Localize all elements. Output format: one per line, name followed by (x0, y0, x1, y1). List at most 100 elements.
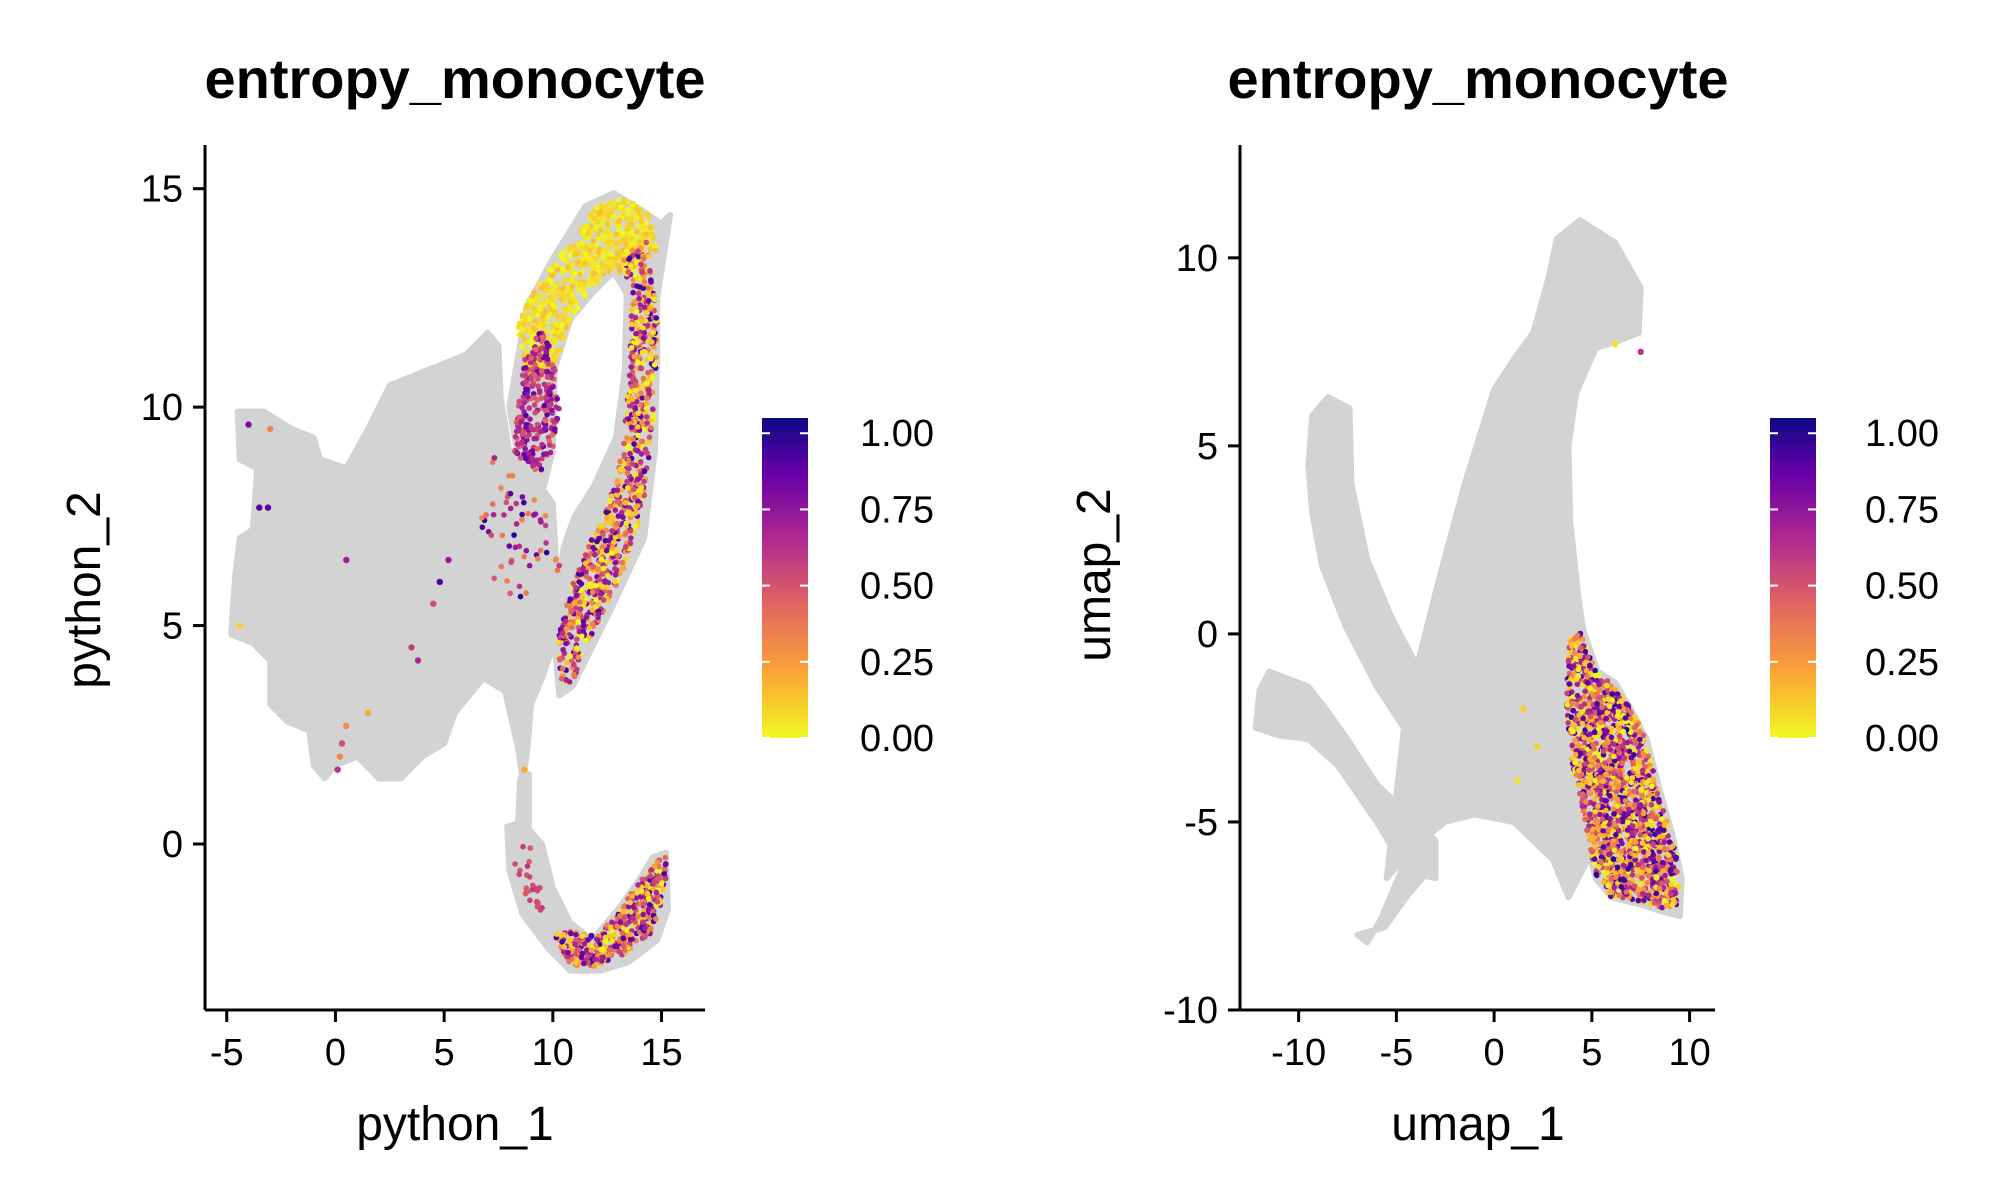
cell-point (628, 344, 635, 351)
cell-point (527, 845, 534, 851)
cell-point (1619, 840, 1625, 847)
cell-point (612, 943, 618, 950)
cell-point (1607, 746, 1613, 753)
cell-point (637, 284, 643, 290)
cell-point (558, 675, 565, 682)
cell-point (489, 501, 496, 507)
cell-point (1620, 728, 1626, 735)
cell-point (507, 490, 514, 497)
cell-point (1601, 778, 1607, 784)
cell-point (554, 396, 560, 402)
background-cells-neck (515, 771, 532, 830)
cell-point (1661, 897, 1668, 904)
cell-point (632, 523, 639, 529)
cell-point (613, 547, 620, 554)
cell-point (575, 242, 582, 248)
cell-point (525, 510, 531, 517)
cell-point (641, 304, 647, 311)
cell-point (629, 247, 636, 253)
cell-point (592, 583, 599, 589)
cell-point (564, 953, 570, 960)
cell-point (588, 212, 594, 218)
cell-point (1599, 816, 1606, 822)
cell-point (1613, 874, 1619, 881)
colorbar-tick-label: 0.00 (1865, 718, 1939, 760)
cell-point (589, 589, 596, 595)
cell-point (582, 560, 589, 566)
cell-point (617, 919, 624, 926)
cell-point (1574, 681, 1581, 688)
cell-point (615, 513, 622, 519)
cell-point (1599, 804, 1606, 810)
cell-point (1655, 829, 1661, 835)
cell-point (595, 231, 601, 238)
cell-point (566, 958, 572, 965)
cell-point (1631, 732, 1638, 738)
cell-point (627, 450, 633, 457)
cell-point (1622, 798, 1629, 804)
cell-point (531, 372, 538, 378)
cell-point (543, 407, 549, 414)
cell-point (508, 559, 514, 565)
cell-point (582, 552, 589, 558)
cell-point (527, 316, 533, 322)
cell-point (648, 425, 654, 431)
cell-point (648, 351, 655, 358)
cell-point (1599, 704, 1605, 711)
cell-point (632, 405, 639, 411)
cell-point (593, 597, 599, 603)
cell-point (650, 406, 656, 413)
cell-point (1579, 720, 1586, 727)
cell-point (644, 891, 651, 897)
cell-point (1640, 732, 1647, 739)
cell-point (642, 925, 648, 931)
cell-point (533, 335, 539, 342)
cell-point (560, 646, 566, 653)
cell-point (1637, 832, 1644, 838)
cell-point (559, 625, 565, 631)
cell-point (628, 535, 634, 541)
cell-point (638, 390, 644, 397)
y-tick-label: -5 (1184, 802, 1218, 844)
cell-point (651, 292, 657, 299)
cell-point (554, 567, 561, 574)
cell-point (1647, 792, 1653, 798)
cell-point (571, 671, 577, 678)
cell-point (625, 416, 632, 422)
cell-point (635, 882, 641, 888)
left-colorbar: 0.00 0.25 0.50 0.75 1.00 (762, 413, 934, 760)
cell-point (523, 547, 530, 554)
cell-point (1594, 763, 1601, 769)
cell-point (1661, 827, 1667, 834)
cell-point (479, 524, 486, 530)
cell-point (634, 229, 640, 235)
cell-point (631, 353, 638, 360)
cell-point (619, 559, 625, 566)
cell-point (503, 499, 510, 506)
cell-point (629, 229, 635, 235)
cell-point (639, 318, 645, 325)
cell-point (621, 947, 628, 954)
cell-point (530, 882, 536, 889)
cell-point (629, 893, 635, 899)
cell-point (1625, 811, 1631, 817)
cell-point (609, 919, 615, 925)
cell-point (605, 572, 611, 579)
cell-point (524, 302, 530, 309)
cell-point (639, 419, 645, 426)
cell-point (617, 913, 623, 919)
cell-point (546, 266, 553, 273)
cell-point (592, 956, 598, 963)
cell-point (623, 530, 629, 536)
cell-point (581, 941, 588, 947)
cell-point (612, 507, 619, 513)
cell-point (1615, 783, 1622, 789)
cell-point (516, 320, 523, 327)
cell-point (1644, 821, 1650, 828)
cell-point (1582, 816, 1588, 822)
cell-point (629, 461, 636, 467)
colorbar-tick-label: 0.50 (1865, 566, 1939, 608)
cell-point (613, 231, 619, 238)
cell-point (1609, 691, 1615, 697)
cell-point (519, 517, 525, 523)
